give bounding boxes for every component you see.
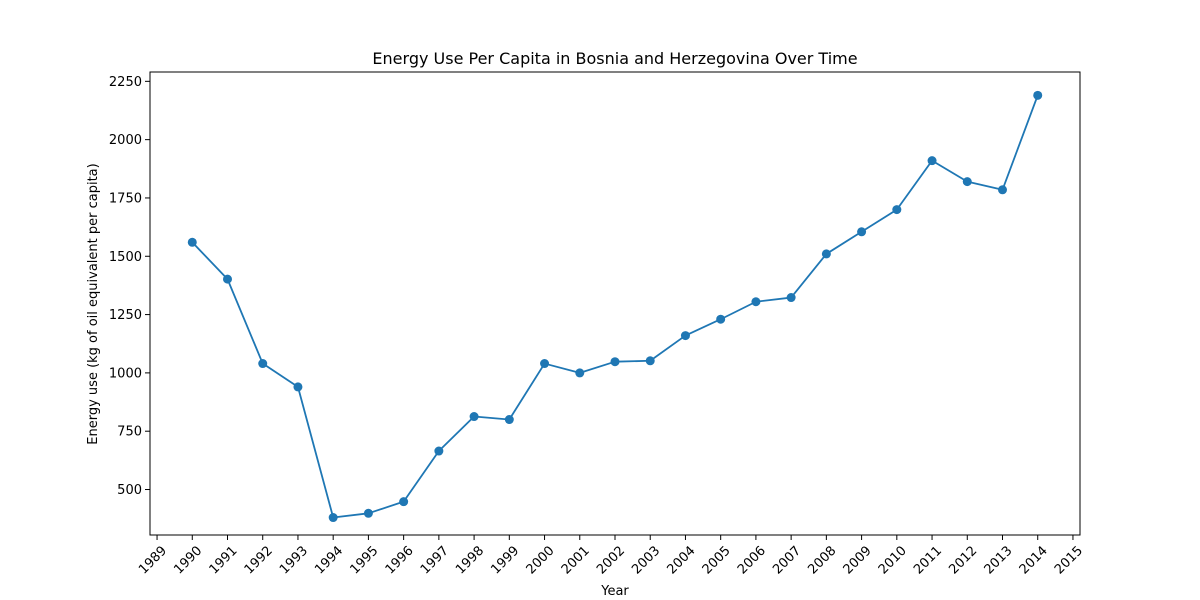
data-point — [645, 356, 655, 366]
data-point — [927, 156, 937, 166]
data-point — [293, 382, 303, 392]
data-point — [962, 177, 972, 187]
data-point — [857, 227, 867, 237]
data-point — [821, 249, 831, 259]
data-point — [540, 359, 550, 369]
data-point — [575, 368, 585, 378]
data-point — [187, 237, 197, 247]
y-tick-label: 1500 — [109, 250, 142, 265]
y-tick-label: 1750 — [109, 191, 142, 206]
data-point — [223, 274, 232, 284]
data-point — [469, 412, 479, 422]
data-point — [363, 508, 373, 518]
y-tick-label: 1250 — [109, 308, 142, 323]
data-point — [504, 415, 514, 425]
data-point — [328, 513, 338, 523]
data-point — [434, 446, 444, 456]
series-layer — [187, 90, 1043, 523]
x-axis-label: Year — [600, 584, 629, 599]
chart-title: Energy Use Per Capita in Bosnia and Herz… — [372, 49, 857, 68]
data-point — [258, 359, 268, 369]
y-tick-label: 2250 — [109, 75, 142, 90]
data-point — [786, 293, 796, 303]
y-axis-label: Energy use (kg of oil equivalent per cap… — [86, 163, 101, 444]
y-tick-label: 750 — [117, 425, 142, 440]
data-point — [716, 314, 726, 324]
data-point — [892, 205, 902, 215]
data-point — [680, 331, 690, 341]
y-tick-label: 1000 — [109, 366, 142, 381]
y-tick-label: 500 — [117, 483, 142, 498]
data-point — [998, 185, 1007, 195]
data-point — [610, 357, 620, 367]
y-axis: 500 750 1000 1250 1500 1750 2000 2250 — [109, 75, 150, 498]
data-point — [1033, 90, 1043, 100]
data-point — [399, 497, 409, 507]
data-point — [751, 297, 761, 307]
y-tick-label: 2000 — [109, 133, 142, 148]
